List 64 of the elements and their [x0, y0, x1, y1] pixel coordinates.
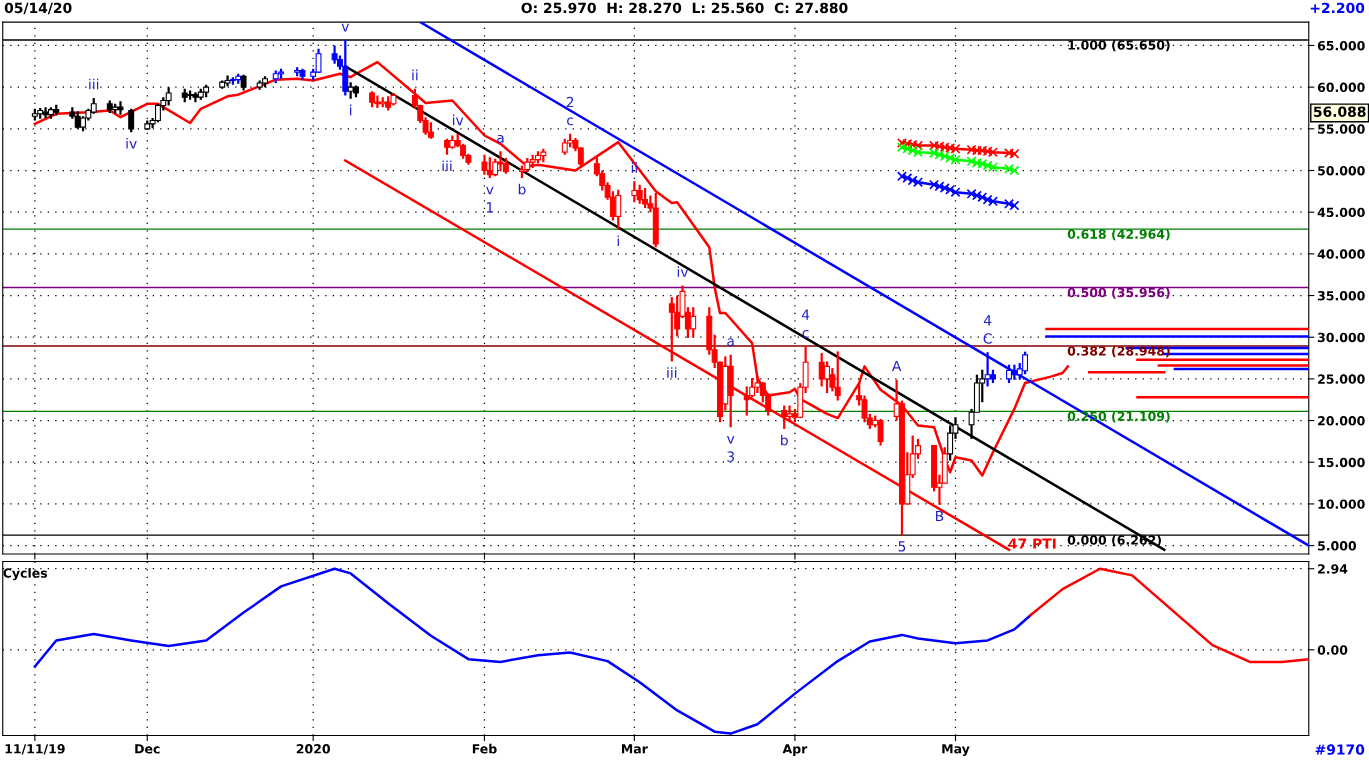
annotation: C: [983, 333, 992, 344]
annotation: iii: [442, 160, 452, 171]
annotation: i: [350, 104, 352, 116]
annotation: i: [617, 235, 619, 247]
y-tick-label: 2.94: [1318, 564, 1348, 574]
y-tick-label: 35.000: [1317, 291, 1365, 301]
ref-line-label: 1.000 (65.650): [1068, 40, 1170, 52]
annotation: v: [341, 23, 349, 32]
x-tick-label: 2020: [296, 744, 330, 754]
annotation: 47 PTI: [1008, 538, 1056, 549]
y-tick-label: 10.000: [1318, 499, 1365, 509]
x-tick-label: Apr: [782, 744, 808, 756]
x-tick-label: Mar: [621, 744, 648, 754]
annotation: iv: [126, 137, 137, 149]
annotation: iii: [667, 367, 677, 378]
annotation: a: [497, 134, 504, 143]
y-tick-label: 65.000: [1317, 40, 1365, 51]
candlestick: [781, 404, 788, 431]
text: 05/14/20: [4, 2, 72, 15]
text: +2.200: [1310, 2, 1365, 14]
text: Cycles: [3, 568, 48, 581]
annotation: 4: [801, 309, 810, 320]
x-tick-label: May: [942, 744, 970, 756]
line-series: [1029, 567, 1309, 664]
annotation: a: [727, 338, 734, 347]
annotation: ii: [412, 69, 418, 81]
annotation: b: [781, 434, 788, 446]
text: #9170: [1315, 744, 1365, 755]
annotation: v: [726, 435, 735, 444]
y-tick-label: 25.000: [1318, 374, 1365, 384]
annotation: c: [802, 329, 809, 338]
annotation: c: [567, 117, 574, 126]
y-tick-label: 5.000: [1318, 541, 1357, 551]
y-tick-label: 45.000: [1317, 207, 1365, 218]
annotation: 4: [983, 315, 992, 326]
x-tick-label: Feb: [472, 743, 497, 754]
y-tick-label: 0.00: [1317, 645, 1348, 655]
y-tick-label: 30.000: [1317, 332, 1365, 343]
annotation: iv: [677, 266, 689, 277]
text: O: 25.970 H: 28.270 L: 25.560 C: 27.880: [521, 2, 848, 14]
y-tick-label: 50.000: [1318, 165, 1365, 176]
ref-line-label: 0.500 (35.956): [1067, 287, 1170, 299]
x-tick-label: Dec: [135, 744, 160, 754]
point: [950, 187, 961, 198]
annotation: b: [518, 183, 526, 195]
x-tick-label: 11/11/19: [5, 744, 65, 755]
text: 56.088: [1313, 106, 1366, 117]
y-tick-label: 20.000: [1318, 416, 1365, 426]
annotation: B: [936, 510, 944, 522]
annotation: 2: [566, 96, 574, 108]
y-tick-label: 15.000: [1318, 457, 1365, 468]
annotation: iv: [452, 114, 464, 126]
y-tick-label: 40.000: [1317, 249, 1365, 259]
candlestick: [481, 153, 488, 176]
ref-line-label: 0.382 (28.948): [1067, 346, 1170, 358]
annotation: v: [486, 186, 494, 195]
y-tick-label: 60.000: [1317, 82, 1365, 93]
annotation: 3: [727, 451, 734, 462]
annotation: 5: [898, 541, 906, 552]
annotation: iii: [89, 78, 99, 90]
annotation: 1: [486, 202, 493, 213]
ref-line-label: 0.618 (42.964): [1067, 229, 1170, 241]
y-tick-label: 55.000: [1318, 124, 1365, 134]
annotation: A: [891, 360, 902, 372]
